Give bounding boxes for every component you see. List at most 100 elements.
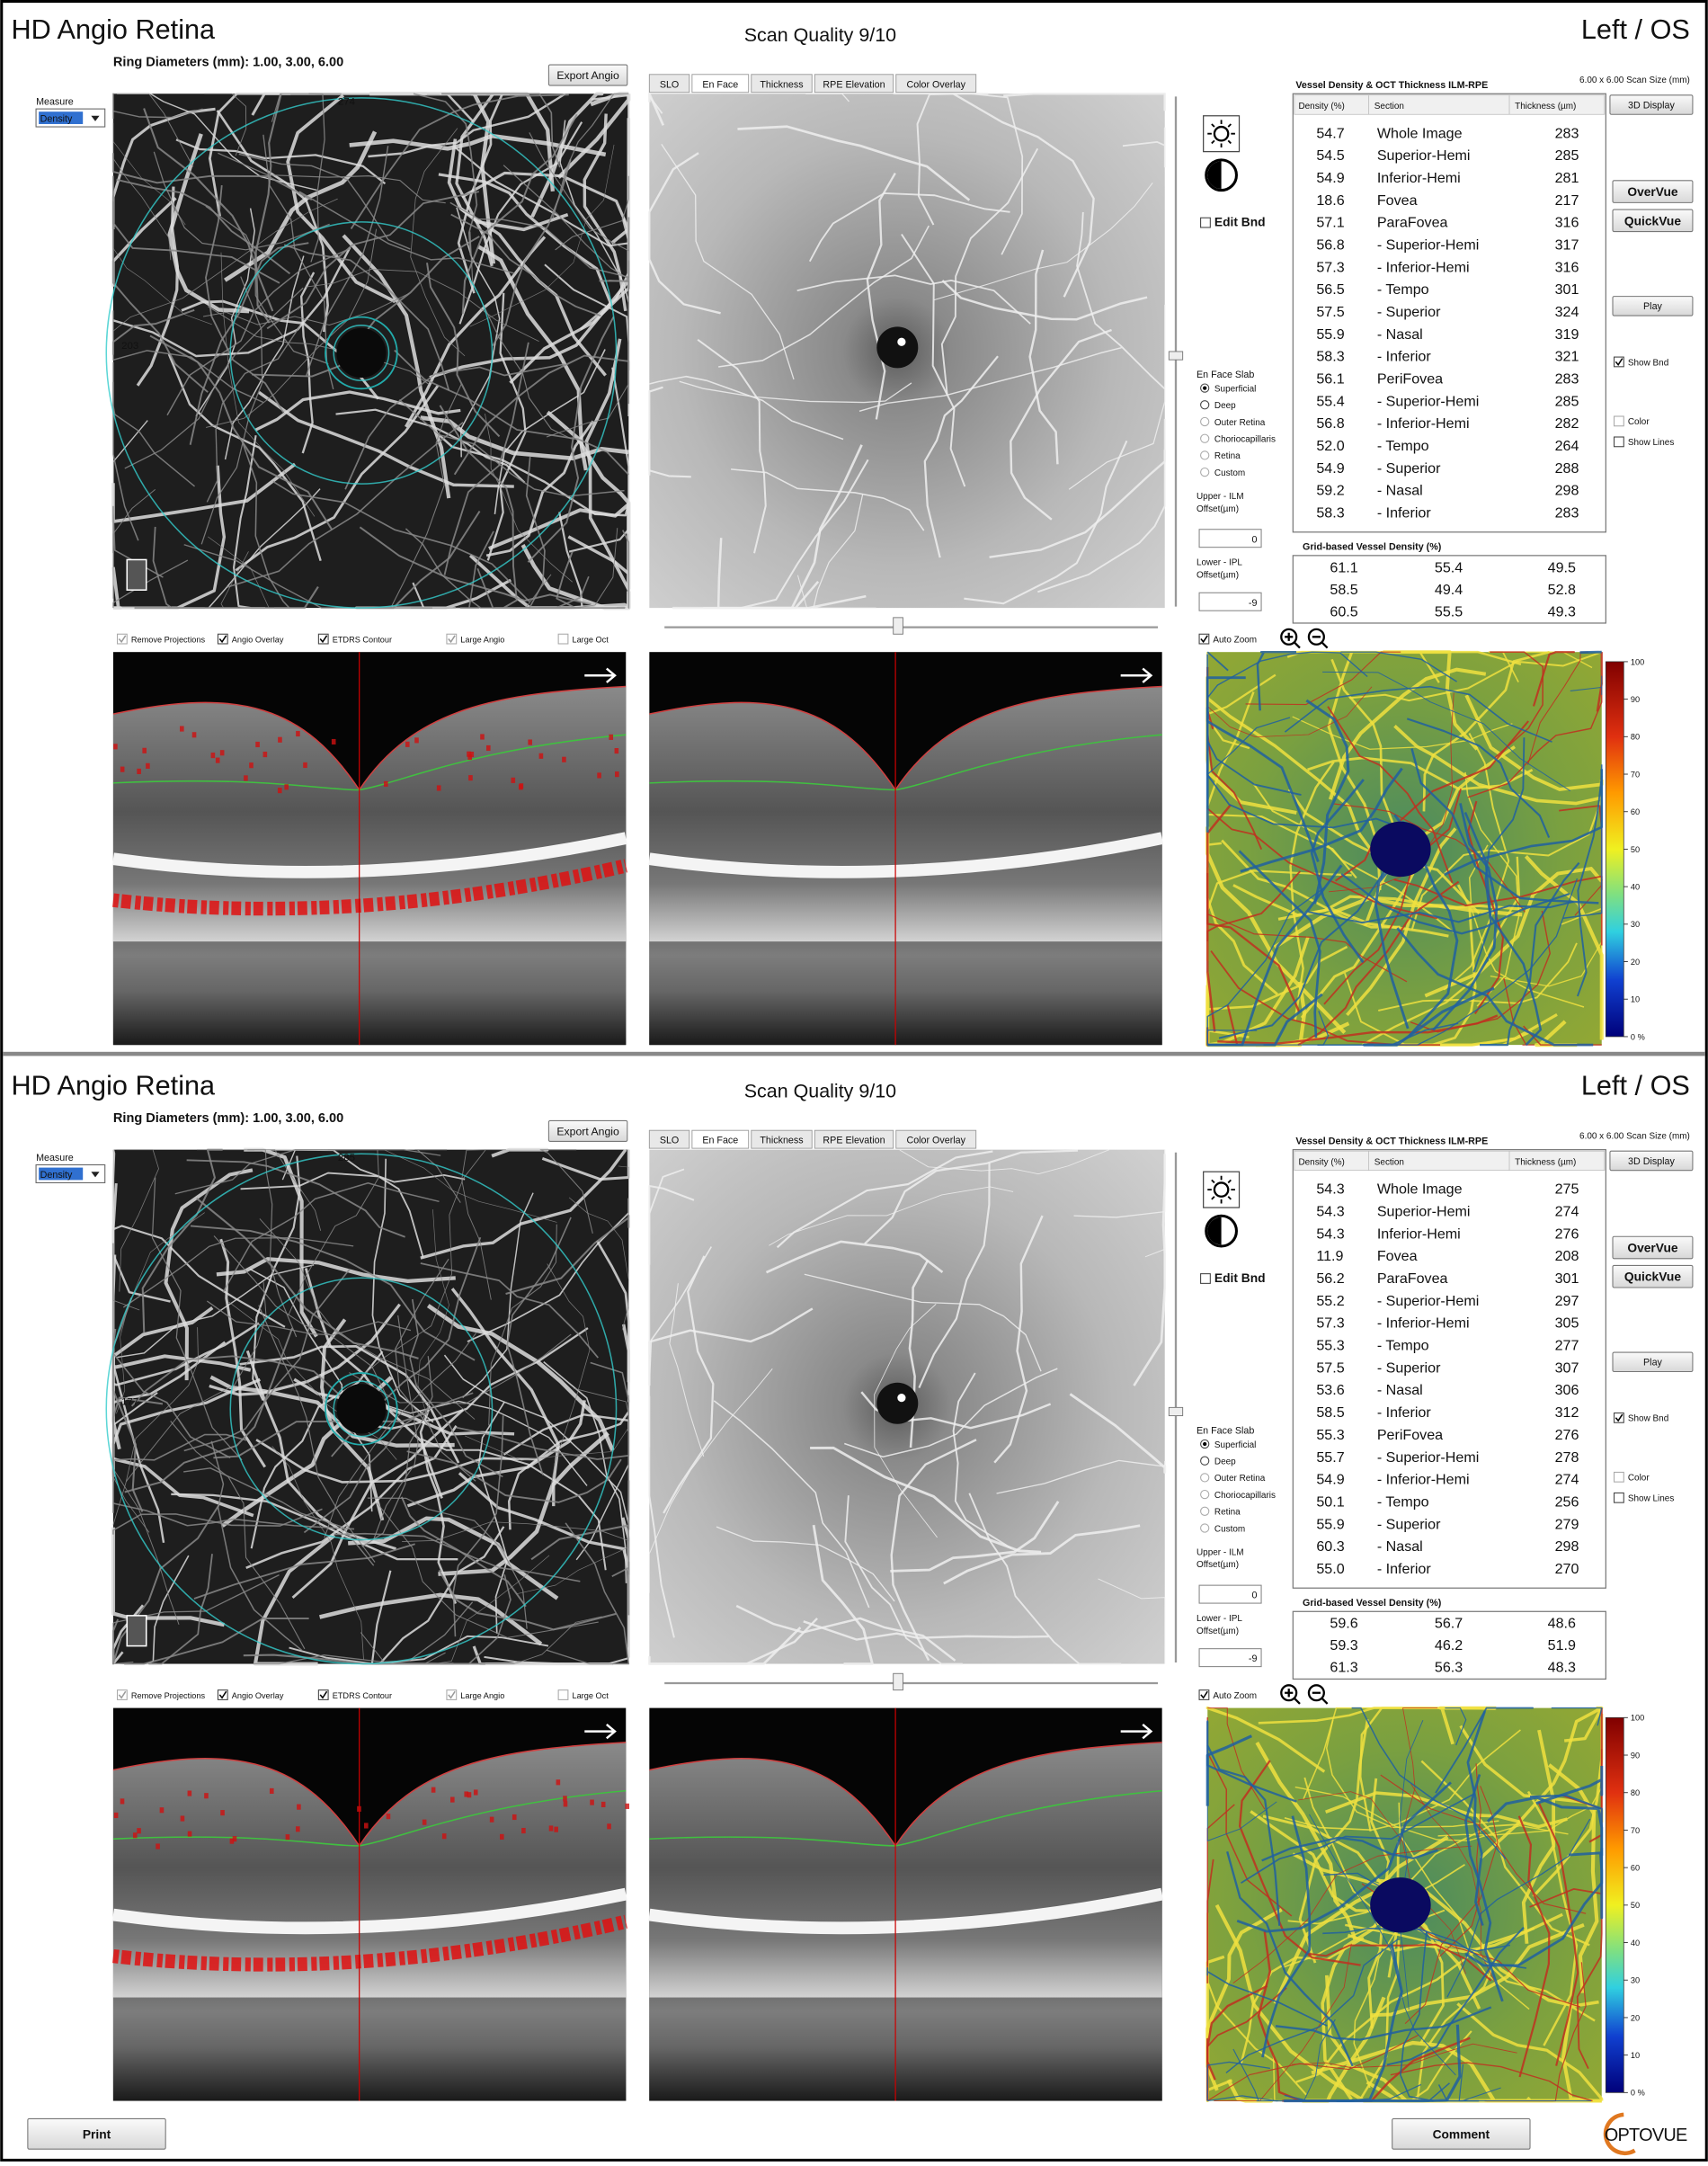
slab-option: Outer Retina [1214, 418, 1266, 428]
section-cell: - Inferior [1377, 505, 1432, 521]
flow-dot [270, 1788, 274, 1794]
overvue-button: OverVue [1627, 185, 1678, 199]
density-cell: 55.3 [1316, 1338, 1344, 1354]
image-option-check-box[interactable] [558, 1690, 568, 1700]
slab-option: Retina [1214, 1508, 1241, 1518]
colorbar-label: 30 [1631, 1976, 1640, 1985]
image-option-check: Large Angio [460, 635, 504, 644]
density-cell: 54.5 [1316, 147, 1344, 164]
horizontal-slider-thumb[interactable] [894, 1673, 903, 1689]
thickness-cell: 301 [1555, 1270, 1579, 1287]
side-option-check-box[interactable] [1615, 416, 1624, 426]
tab-label: Color Overlay [906, 1136, 965, 1146]
vertical-slider-thumb[interactable] [1169, 352, 1182, 360]
flow-dot [297, 1805, 301, 1810]
flow-dot [284, 784, 289, 789]
section-cell: - Tempo [1377, 1493, 1429, 1510]
section-cell: - Superior [1377, 1359, 1441, 1376]
side-option-check-box[interactable] [1615, 437, 1624, 447]
slab-radio[interactable] [1201, 1457, 1209, 1465]
thickness-cell: 319 [1555, 326, 1579, 343]
colorbar-label: 10 [1631, 995, 1640, 1004]
density-cell: 55.9 [1316, 1516, 1344, 1532]
horizontal-slider-thumb[interactable] [894, 618, 903, 634]
table-header: Density (%) [1298, 1158, 1344, 1168]
slab-option: Custom [1214, 1524, 1245, 1534]
slab-radio[interactable] [1201, 401, 1209, 409]
density-cell: 54.9 [1316, 1472, 1344, 1488]
image-option-check: ETDRS Contour [333, 1691, 392, 1700]
thickness-cell: 274 [1555, 1204, 1579, 1220]
flow-dot [590, 1800, 594, 1805]
flow-dot [480, 734, 485, 739]
colorbar-label: 20 [1631, 2013, 1640, 2022]
flow-dot [437, 785, 441, 790]
flow-dot [244, 775, 248, 780]
bscan-noise [649, 1998, 1161, 2101]
3d-display-button: 3D Display [1628, 1156, 1675, 1167]
overvue-button: OverVue [1627, 1241, 1678, 1254]
slab-radio[interactable] [1201, 434, 1209, 442]
side-option-check-box[interactable] [1615, 1493, 1624, 1502]
section-cell: - Tempo [1377, 1338, 1429, 1354]
grid-cell: 49.4 [1435, 582, 1463, 598]
thickness-cell: 283 [1555, 125, 1579, 141]
tab-label: RPE Elevation [823, 79, 885, 90]
flow-dot [216, 758, 220, 763]
slab-radio[interactable] [1201, 451, 1209, 459]
flow-dot [180, 726, 184, 731]
export-angio-button: Export Angio [556, 69, 619, 82]
map-faz [1370, 1877, 1430, 1932]
density-cell: 56.5 [1316, 281, 1344, 298]
scan-quality: Scan Quality 9/10 [744, 24, 896, 46]
offset-value: 0 [1251, 534, 1257, 545]
measure-label: Measure [36, 97, 74, 108]
slab-radio[interactable] [1201, 1524, 1209, 1532]
side-option-check-box[interactable] [1615, 1472, 1624, 1482]
flow-dot [601, 1802, 606, 1807]
slab-radio[interactable] [1201, 417, 1209, 425]
flow-dot [450, 1797, 455, 1803]
colorbar-label: 70 [1631, 770, 1640, 779]
thickness-cell: 217 [1555, 192, 1579, 209]
slab-radio[interactable] [1201, 1491, 1209, 1499]
flow-dot [468, 775, 473, 780]
slab-radio[interactable] [1201, 468, 1209, 477]
offset-label: Offset(µm) [1196, 504, 1239, 514]
thickness-cell: 282 [1555, 415, 1579, 432]
flow-dot [192, 732, 197, 737]
density-cell: 57.3 [1316, 1315, 1344, 1332]
thickness-cell: 297 [1555, 1293, 1579, 1309]
density-cell: 57.1 [1316, 215, 1344, 231]
slab-radio[interactable] [1201, 1507, 1209, 1515]
edit-bnd-check-box[interactable] [1201, 1274, 1211, 1284]
flow-dot [486, 745, 491, 751]
quickvue-button: QuickVue [1624, 214, 1681, 227]
flow-dot [296, 731, 300, 736]
image-option-check: Remove Projections [131, 635, 206, 644]
edit-bnd-check-box[interactable] [1201, 218, 1211, 227]
slab-option: Choriocapillaris [1214, 435, 1276, 445]
thickness-cell: 279 [1555, 1516, 1579, 1532]
flow-dot [120, 767, 125, 772]
slab-option: Deep [1214, 1457, 1236, 1467]
vertical-slider-thumb[interactable] [1169, 1407, 1182, 1415]
edit-bnd-check: Edit Bnd [1214, 215, 1266, 228]
thickness-cell: 281 [1555, 170, 1579, 186]
image-option-check-box[interactable] [558, 634, 568, 644]
image-option-check: ETDRS Contour [333, 635, 392, 644]
density-cell: 59.2 [1316, 483, 1344, 499]
density-cell: 54.7 [1316, 125, 1344, 141]
thickness-cell: 285 [1555, 393, 1579, 409]
section-cell: - Superior-Hemi [1377, 1293, 1479, 1309]
flow-dot [230, 1839, 235, 1844]
density-cell: 18.6 [1316, 192, 1344, 209]
side-option-check: Show Bnd [1628, 1414, 1668, 1424]
slab-option: Choriocapillaris [1214, 1491, 1276, 1501]
slab-radio[interactable] [1201, 1474, 1209, 1482]
play-button: Play [1643, 1358, 1662, 1368]
section-cell: - Tempo [1377, 281, 1429, 298]
grid-cell: 46.2 [1435, 1637, 1463, 1653]
thickness-cell: 301 [1555, 281, 1579, 298]
